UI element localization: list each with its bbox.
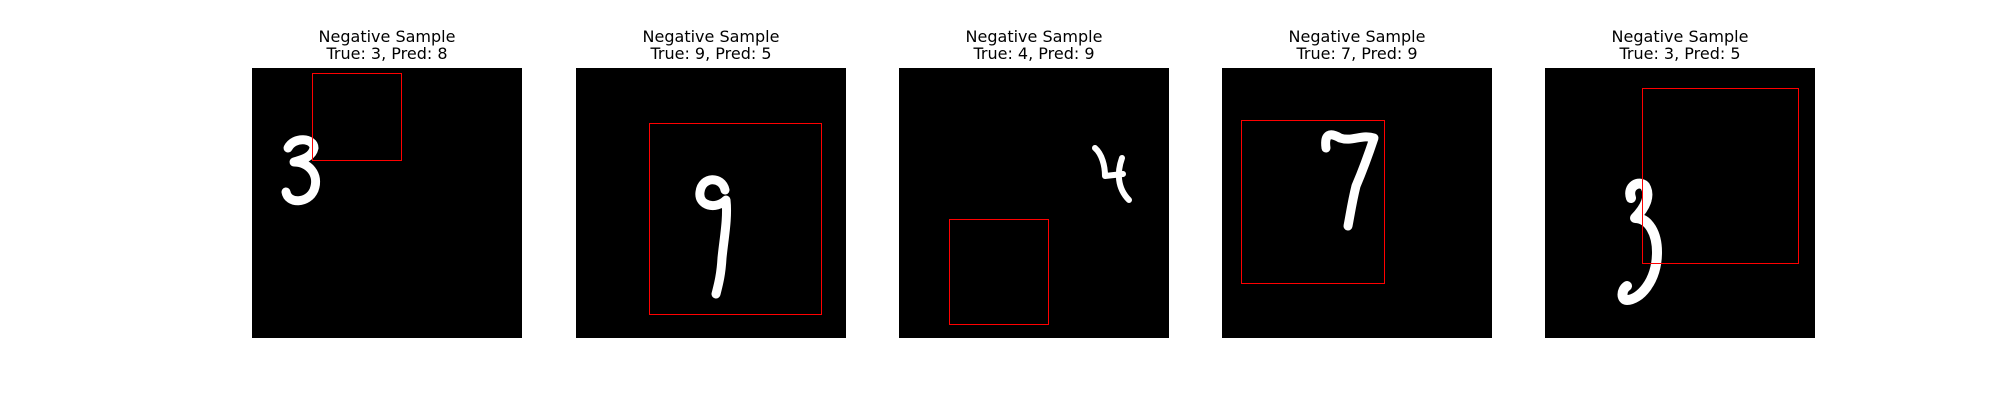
panel-title: Negative Sample True: 9, Pred: 5 [536, 28, 886, 62]
panel-subtitle-line: True: 3, Pred: 8 [326, 44, 448, 63]
sample-panel-1: Negative Sample True: 3, Pred: 8 [252, 0, 522, 340]
digit-7-drawing [1321, 130, 1379, 231]
predicted-bounding-box [949, 219, 1049, 325]
digit-image [899, 68, 1169, 338]
digit-4-drawing [1092, 145, 1132, 203]
panel-title-line: Negative Sample [1288, 27, 1426, 46]
panel-title-line: Negative Sample [965, 27, 1103, 46]
predicted-bounding-box [649, 123, 822, 315]
predicted-bounding-box [312, 73, 402, 161]
digit-image [1222, 68, 1492, 338]
panel-subtitle-line: True: 4, Pred: 9 [973, 44, 1095, 63]
panel-title-line: Negative Sample [1611, 27, 1749, 46]
panel-subtitle-line: True: 7, Pred: 9 [1296, 44, 1418, 63]
panel-title: Negative Sample True: 4, Pred: 9 [859, 28, 1209, 62]
panel-subtitle-line: True: 3, Pred: 5 [1619, 44, 1741, 63]
predicted-bounding-box [1642, 88, 1799, 264]
predicted-bounding-box [1241, 120, 1385, 284]
panel-subtitle-line: True: 9, Pred: 5 [650, 44, 772, 63]
panel-title-line: Negative Sample [642, 27, 780, 46]
sample-panel-4: Negative Sample True: 7, Pred: 9 [1222, 0, 1492, 340]
panel-title: Negative Sample True: 3, Pred: 8 [212, 28, 562, 62]
digit-3-drawing [281, 135, 320, 206]
sample-panel-5: Negative Sample True: 3, Pred: 5 [1545, 0, 1815, 340]
panel-title: Negative Sample True: 3, Pred: 5 [1505, 28, 1855, 62]
sample-panel-2: Negative Sample True: 9, Pred: 5 [576, 0, 846, 340]
digit-9-drawing [695, 175, 731, 299]
digit-image [576, 68, 846, 338]
digit-3-drawing [1617, 178, 1662, 305]
panel-title: Negative Sample True: 7, Pred: 9 [1182, 28, 1532, 62]
sample-panel-3: Negative Sample True: 4, Pred: 9 [899, 0, 1169, 340]
digit-image [1545, 68, 1815, 338]
digit-image [252, 68, 522, 338]
panel-title-line: Negative Sample [318, 27, 456, 46]
